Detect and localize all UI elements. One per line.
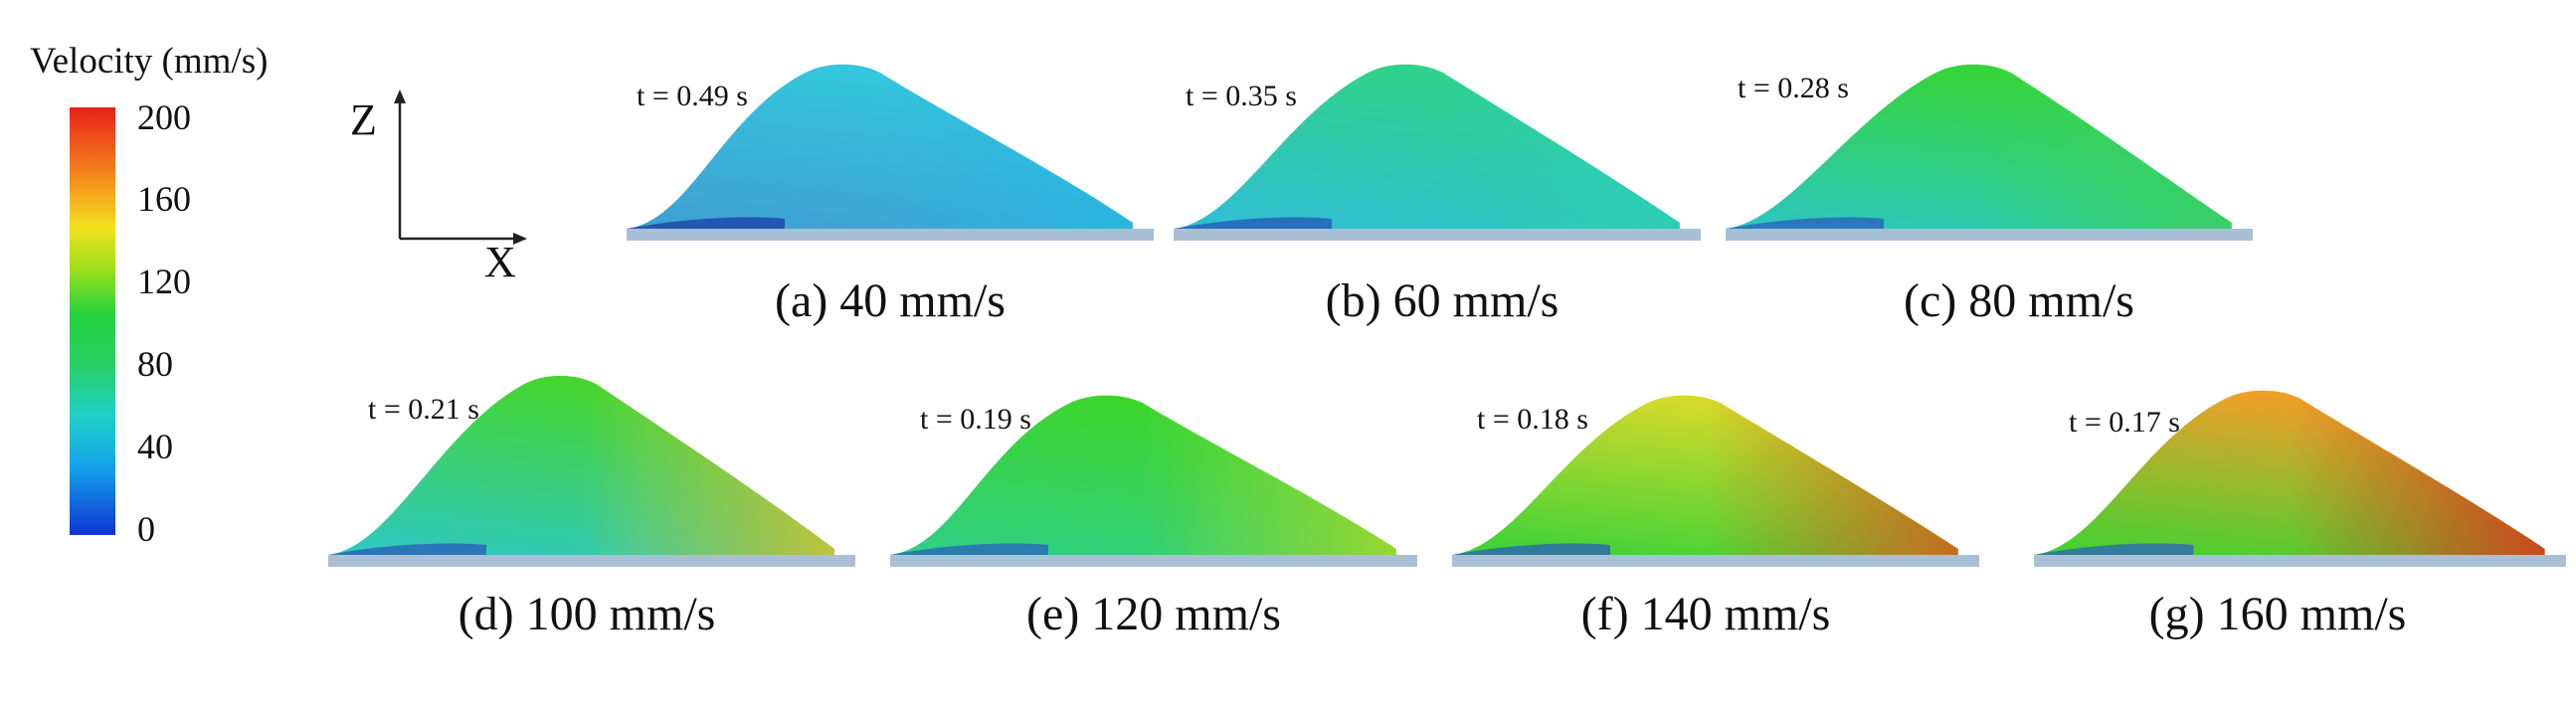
particle-heap	[1452, 395, 1979, 567]
particle-heap	[328, 375, 855, 567]
heap-base-layer	[890, 543, 1048, 555]
substrate	[1726, 229, 2253, 241]
particle-heap	[1726, 64, 2253, 241]
time-label: t = 0.49 s	[637, 80, 748, 112]
legend-tick: 200	[137, 97, 191, 137]
particle-heap	[890, 395, 1417, 567]
legend-tick: 160	[137, 179, 191, 219]
substrate	[627, 229, 1154, 241]
legend-tick: 80	[137, 344, 173, 384]
panel-caption: (d) 100 mm/s	[458, 588, 716, 640]
heap-base-layer	[1452, 543, 1610, 555]
heap-edge	[1452, 395, 1958, 555]
panel-caption: (g) 160 mm/s	[2148, 588, 2407, 640]
substrate	[1452, 555, 1979, 567]
time-label: t = 0.28 s	[1738, 72, 1849, 104]
x-axis-label: X	[484, 238, 516, 286]
panel-a: t = 0.49 s	[627, 62, 1154, 241]
heap-base-layer	[328, 543, 486, 555]
legend-tick: 120	[137, 262, 191, 301]
heap-edge	[890, 395, 1396, 555]
substrate	[890, 555, 1417, 567]
particle-heap	[1174, 64, 1701, 241]
panel-caption: (a) 40 mm/s	[775, 274, 1006, 327]
legend-title: Velocity (mm/s)	[30, 41, 269, 82]
heap-base-layer	[2034, 543, 2194, 555]
legend-tick: 0	[137, 509, 155, 549]
time-label: t = 0.21 s	[368, 393, 479, 426]
time-label: t = 0.18 s	[1477, 403, 1588, 436]
panel-caption: (e) 120 mm/s	[1026, 588, 1281, 640]
substrate	[1174, 229, 1701, 241]
panel-caption: (c) 80 mm/s	[1904, 274, 2134, 327]
panel-d: t = 0.21 s	[328, 373, 855, 567]
particle-heap	[627, 64, 1154, 241]
heap-edge	[1174, 64, 1680, 229]
panel-b: t = 0.35 s	[1174, 62, 1701, 241]
heap-edge	[328, 375, 834, 555]
panel-f: t = 0.18 s	[1452, 393, 1979, 567]
legend-tick: 40	[137, 427, 173, 466]
substrate	[2034, 555, 2566, 567]
heap-base-layer	[627, 217, 785, 229]
heap-base-layer	[1174, 217, 1332, 229]
velocity-colorbar	[70, 107, 115, 535]
time-label: t = 0.17 s	[2069, 406, 2180, 439]
heap-edge	[2034, 390, 2545, 555]
heap-edge	[627, 64, 1133, 229]
panel-c: t = 0.28 s	[1726, 62, 2253, 241]
z-axis-label: Z	[350, 95, 377, 144]
substrate	[328, 555, 855, 567]
panel-e: t = 0.19 s	[890, 393, 1417, 567]
axes-indicator	[394, 89, 527, 245]
time-label: t = 0.35 s	[1186, 80, 1297, 112]
heap-edge	[1726, 64, 2232, 229]
heap-base-layer	[1726, 217, 1884, 229]
particle-heap	[2034, 390, 2566, 567]
time-label: t = 0.19 s	[920, 403, 1031, 436]
panel-g: t = 0.17 s	[2034, 388, 2566, 567]
panel-caption: (b) 60 mm/s	[1325, 274, 1560, 327]
panel-caption: (f) 140 mm/s	[1580, 588, 1831, 640]
